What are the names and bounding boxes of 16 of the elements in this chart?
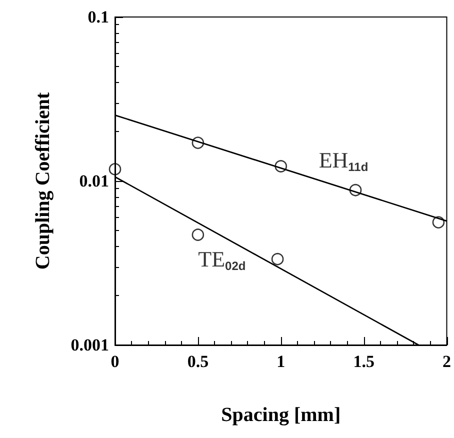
x-tick-label: 2: [442, 352, 451, 371]
point: [192, 228, 204, 241]
x-tick-label: 0: [110, 352, 120, 371]
y-tick-label: 0.1: [88, 8, 109, 26]
point: [274, 160, 288, 172]
y-tick-label: 0.01: [79, 172, 109, 190]
y-tick-label: 0.001: [70, 336, 109, 354]
point: [271, 252, 284, 266]
y-axis-title: Coupling Coefficient: [32, 92, 54, 270]
point: [192, 136, 204, 149]
x-tick-label: 1.5: [353, 352, 374, 371]
x-axis-title: Spacing [mm]: [221, 404, 341, 426]
x-tick-label: 1: [276, 352, 286, 371]
point: [108, 163, 122, 176]
x-tick-label: 0.5: [187, 352, 209, 371]
point: [349, 184, 362, 196]
